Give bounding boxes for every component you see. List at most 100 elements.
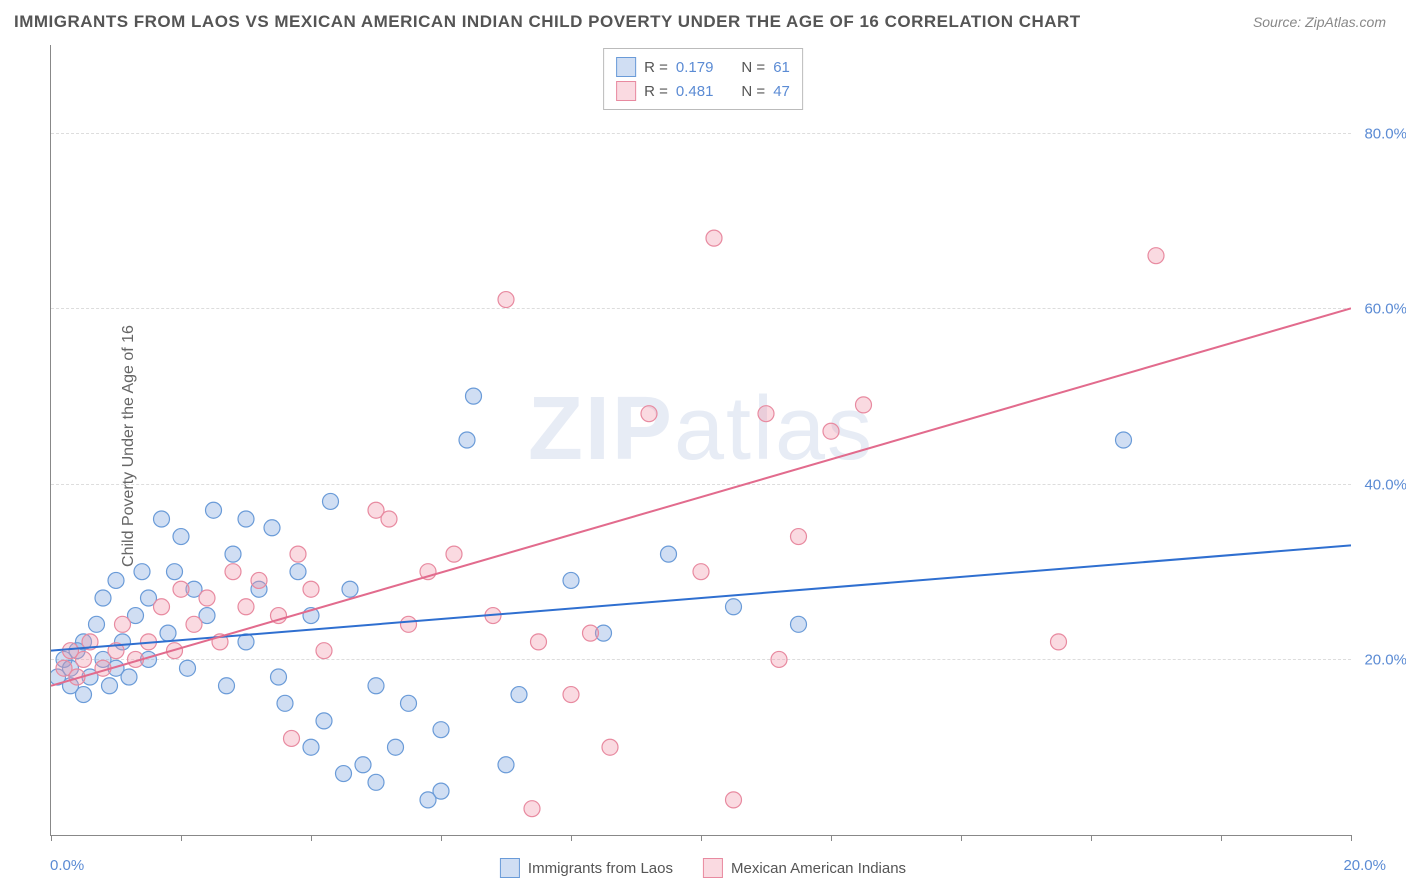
- data-point: [791, 529, 807, 545]
- data-point: [219, 678, 235, 694]
- data-point: [316, 643, 332, 659]
- trend-line: [51, 308, 1351, 685]
- data-point: [154, 599, 170, 615]
- scatter-plot-svg: [51, 45, 1351, 835]
- x-tick: [441, 835, 442, 841]
- data-point: [290, 546, 306, 562]
- data-point: [173, 581, 189, 597]
- r-label: R =: [644, 59, 668, 76]
- source-attribution: Source: ZipAtlas.com: [1253, 14, 1386, 30]
- legend-swatch: [616, 57, 636, 77]
- data-point: [726, 599, 742, 615]
- y-tick-label: 60.0%: [1364, 301, 1406, 318]
- data-point: [108, 572, 124, 588]
- data-point: [433, 722, 449, 738]
- data-point: [583, 625, 599, 641]
- data-point: [173, 529, 189, 545]
- x-tick: [701, 835, 702, 841]
- data-point: [498, 292, 514, 308]
- legend-stat-row: R = 0.179 N = 61: [616, 55, 790, 79]
- y-tick-label: 20.0%: [1364, 652, 1406, 669]
- chart-title: IMMIGRANTS FROM LAOS VS MEXICAN AMERICAN…: [14, 12, 1081, 32]
- data-point: [1051, 634, 1067, 650]
- data-point: [95, 590, 111, 606]
- legend-item: Immigrants from Laos: [500, 858, 673, 878]
- data-point: [401, 616, 417, 632]
- data-point: [856, 397, 872, 413]
- x-tick: [1351, 835, 1352, 841]
- x-tick: [831, 835, 832, 841]
- data-point: [154, 511, 170, 527]
- x-tick: [181, 835, 182, 841]
- data-point: [823, 423, 839, 439]
- data-point: [563, 687, 579, 703]
- x-axis-min-label: 0.0%: [50, 857, 84, 874]
- data-point: [76, 687, 92, 703]
- y-tick-label: 40.0%: [1364, 476, 1406, 493]
- data-point: [76, 651, 92, 667]
- data-point: [524, 801, 540, 817]
- data-point: [225, 564, 241, 580]
- legend-label: Mexican American Indians: [731, 860, 906, 877]
- data-point: [791, 616, 807, 632]
- data-point: [271, 669, 287, 685]
- r-label: R =: [644, 83, 668, 100]
- data-point: [251, 572, 267, 588]
- data-point: [401, 695, 417, 711]
- data-point: [115, 616, 131, 632]
- x-tick: [571, 835, 572, 841]
- data-point: [303, 581, 319, 597]
- data-point: [381, 511, 397, 527]
- data-point: [284, 730, 300, 746]
- x-tick: [961, 835, 962, 841]
- series-legend: Immigrants from Laos Mexican American In…: [500, 858, 906, 878]
- legend-swatch: [703, 858, 723, 878]
- data-point: [771, 651, 787, 667]
- data-point: [277, 695, 293, 711]
- data-point: [316, 713, 332, 729]
- data-point: [1116, 432, 1132, 448]
- plot-area: ZIPatlas 20.0%40.0%60.0%80.0%: [50, 45, 1351, 836]
- data-point: [303, 739, 319, 755]
- data-point: [290, 564, 306, 580]
- correlation-legend: R = 0.179 N = 61 R = 0.481 N = 47: [603, 48, 803, 110]
- data-point: [466, 388, 482, 404]
- data-point: [89, 616, 105, 632]
- data-point: [355, 757, 371, 773]
- data-point: [1148, 248, 1164, 264]
- y-tick-label: 80.0%: [1364, 125, 1406, 142]
- data-point: [511, 687, 527, 703]
- data-point: [225, 546, 241, 562]
- data-point: [446, 546, 462, 562]
- x-tick: [311, 835, 312, 841]
- data-point: [459, 432, 475, 448]
- data-point: [726, 792, 742, 808]
- data-point: [323, 493, 339, 509]
- data-point: [342, 581, 358, 597]
- r-value: 0.179: [676, 59, 714, 76]
- x-tick: [1221, 835, 1222, 841]
- x-tick: [1091, 835, 1092, 841]
- x-tick: [51, 835, 52, 841]
- data-point: [264, 520, 280, 536]
- data-point: [563, 572, 579, 588]
- data-point: [336, 766, 352, 782]
- data-point: [160, 625, 176, 641]
- trend-line: [51, 545, 1351, 650]
- data-point: [167, 564, 183, 580]
- data-point: [498, 757, 514, 773]
- legend-swatch: [500, 858, 520, 878]
- data-point: [186, 616, 202, 632]
- legend-item: Mexican American Indians: [703, 858, 906, 878]
- data-point: [641, 406, 657, 422]
- data-point: [368, 678, 384, 694]
- data-point: [758, 406, 774, 422]
- data-point: [199, 590, 215, 606]
- data-point: [531, 634, 547, 650]
- data-point: [433, 783, 449, 799]
- n-value: 47: [773, 83, 790, 100]
- n-value: 61: [773, 59, 790, 76]
- data-point: [368, 774, 384, 790]
- data-point: [238, 511, 254, 527]
- data-point: [102, 678, 118, 694]
